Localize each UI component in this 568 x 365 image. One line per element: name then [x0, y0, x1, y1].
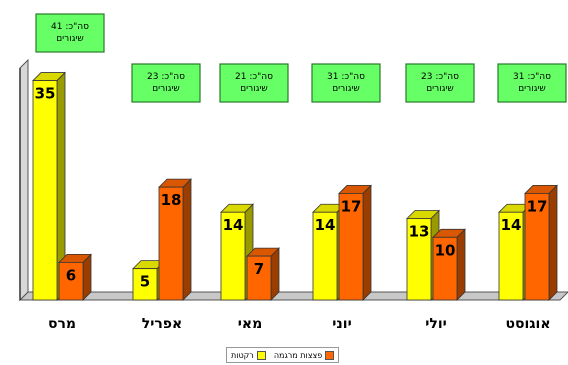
data-label: 6 [66, 266, 76, 284]
data-label: 7 [254, 260, 264, 278]
bar-side [363, 185, 371, 300]
data-label: 14 [315, 216, 336, 234]
data-label: 10 [435, 241, 456, 259]
total-box-bg [406, 64, 474, 102]
bar-front [33, 81, 57, 300]
bar-side [271, 248, 279, 300]
chart-legend: פצצות מרגמה רקטות [226, 347, 339, 363]
category-label: מאי [238, 316, 262, 332]
data-label: 14 [501, 216, 522, 234]
legend-swatch-series-1 [257, 351, 266, 360]
data-label: 13 [409, 222, 430, 240]
bar-side [183, 179, 191, 300]
total-box-text: סה"כ: 41 [51, 22, 89, 32]
total-box: סה"כ: 23 שיגורים [132, 64, 200, 102]
data-label: 5 [140, 273, 150, 291]
legend-swatch-series-2 [325, 351, 334, 360]
legend-label-series-2: פצצות מרגמה [274, 351, 322, 360]
total-box-text: סה"כ: 21 [235, 72, 273, 82]
data-label: 35 [35, 85, 56, 103]
category-label: אפריל [142, 316, 182, 332]
data-label: 18 [161, 191, 182, 209]
total-box-bg [312, 64, 380, 102]
category-label: יולי [425, 316, 447, 332]
legend-item-series-1: רקטות [231, 351, 266, 360]
category-label: מרס [48, 316, 76, 332]
total-box-bg [36, 14, 104, 52]
total-box-text: סה"כ: 23 [421, 72, 459, 82]
total-box-text: שיגורים [240, 84, 268, 94]
data-label: 17 [527, 197, 548, 215]
total-box-bg [220, 64, 288, 102]
chart-side-wall [20, 60, 28, 300]
total-box-text: שיגורים [332, 84, 360, 94]
total-box: סה"כ: 23 שיגורים [406, 64, 474, 102]
total-box-text: שיגורים [518, 84, 546, 94]
total-box-text: שיגורים [426, 84, 454, 94]
total-box: סה"כ: 31 שיגורים [498, 64, 566, 102]
bar-side [549, 185, 557, 300]
total-box-text: סה"כ: 23 [147, 72, 185, 82]
bar-side [457, 229, 465, 300]
total-box-bg [498, 64, 566, 102]
chart-floor [20, 292, 568, 300]
total-box-text: סה"כ: 31 [327, 72, 365, 82]
total-box: סה"כ: 41 שיגורים [36, 14, 104, 52]
category-label: אוגוסט [505, 316, 550, 332]
bar [433, 229, 465, 300]
data-label: 14 [223, 216, 244, 234]
legend-item-series-2: פצצות מרגמה [274, 351, 334, 360]
total-box-text: סה"כ: 31 [513, 72, 551, 82]
total-box-text: שיגורים [56, 34, 84, 44]
total-box: סה"כ: 21 שיגורים [220, 64, 288, 102]
legend-label-series-1: רקטות [231, 351, 254, 360]
category-label: יוני [332, 316, 351, 332]
total-box-text: שיגורים [152, 84, 180, 94]
total-box-bg [132, 64, 200, 102]
data-label: 17 [341, 197, 362, 215]
total-box: סה"כ: 31 שיגורים [312, 64, 380, 102]
